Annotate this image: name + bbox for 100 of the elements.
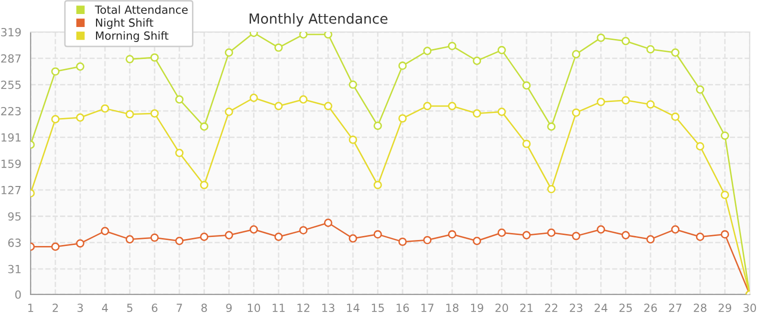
point [100,226,110,236]
point [522,140,531,148]
point [522,231,531,240]
point [547,184,556,194]
y-tick-label: 31 [8,264,21,274]
point [126,235,134,244]
y-tick-label: 319 [1,28,21,36]
x-tick-label: 16 [396,304,409,312]
legend-label: Morning Shift [96,31,168,42]
point [696,85,704,94]
point [472,236,482,246]
legend-label: Total Attendance [94,5,188,14]
y-tick-label: 223 [1,106,21,116]
point [622,96,630,104]
x-tick-label: 18 [446,304,458,312]
x-tick-label: 26 [644,304,657,312]
point [348,136,358,144]
x-tick-label: 24 [594,304,608,312]
x-tick-label: 6 [152,304,158,312]
point [498,228,506,237]
point [250,94,258,102]
chart-title: Monthly Attendance [250,13,388,27]
x-tick-label: 11 [272,304,285,312]
point [76,113,84,122]
point [472,109,482,118]
legend-label: Night Shift [96,18,154,29]
x-tick-label: 21 [520,304,533,312]
point [572,108,580,117]
point [522,81,531,90]
point [646,45,655,54]
point [472,56,482,65]
point [126,110,134,118]
point [299,95,308,104]
x-tick-label: 10 [248,304,260,312]
point [374,180,382,190]
point [250,225,258,234]
point [646,100,655,109]
point [150,53,159,62]
point [274,43,283,52]
y-tick-label: 95 [8,212,21,221]
point [274,102,283,110]
point [720,190,730,200]
x-tick-label: 30 [743,304,756,312]
point [671,48,680,57]
point [448,230,456,239]
point [224,108,234,116]
point [348,234,358,243]
point [671,112,680,121]
x-tick-label: 15 [372,304,384,312]
y-tick-label: 127 [2,186,21,194]
point [348,80,358,89]
point [622,231,630,240]
x-tick-label: 5 [127,304,132,312]
y-tick-label: 0 [15,290,21,299]
point [274,232,283,241]
x-tick-label: 12 [298,304,310,312]
point [200,180,208,190]
point [150,233,159,242]
point [696,142,704,151]
point [324,32,332,39]
point [100,104,110,113]
point [299,32,308,39]
point [175,95,184,104]
x-tick-label: 29 [718,304,732,312]
point [572,232,580,240]
point [646,235,655,244]
point [398,238,407,246]
point [126,54,134,64]
x-tick-label: 27 [669,304,682,312]
x-tick-label: 4 [102,304,108,312]
point [398,114,407,123]
x-tick-label: 13 [322,304,334,312]
point [671,225,680,234]
y-tick-label: 63 [8,238,21,247]
x-tick-label: 2 [52,304,58,312]
point [51,242,60,251]
point [547,228,556,237]
x-tick-label: 23 [570,304,582,312]
point [596,34,606,42]
point [324,102,332,110]
point [498,108,506,116]
x-tick-label: 19 [471,304,484,312]
point [175,148,184,158]
point [448,42,456,50]
point [51,67,60,76]
point [423,46,432,56]
y-tick-label: 159 [2,160,21,168]
point [76,239,84,248]
point [498,46,506,54]
point [150,109,159,118]
point [398,62,407,70]
x-tick-label: 1 [28,304,34,312]
point [448,102,456,110]
point [547,122,556,131]
x-tick-label: 17 [421,304,434,312]
x-tick-label: 8 [201,304,207,312]
point [596,225,606,234]
point [423,236,432,244]
x-tick-label: 3 [78,304,83,312]
point [299,226,308,234]
